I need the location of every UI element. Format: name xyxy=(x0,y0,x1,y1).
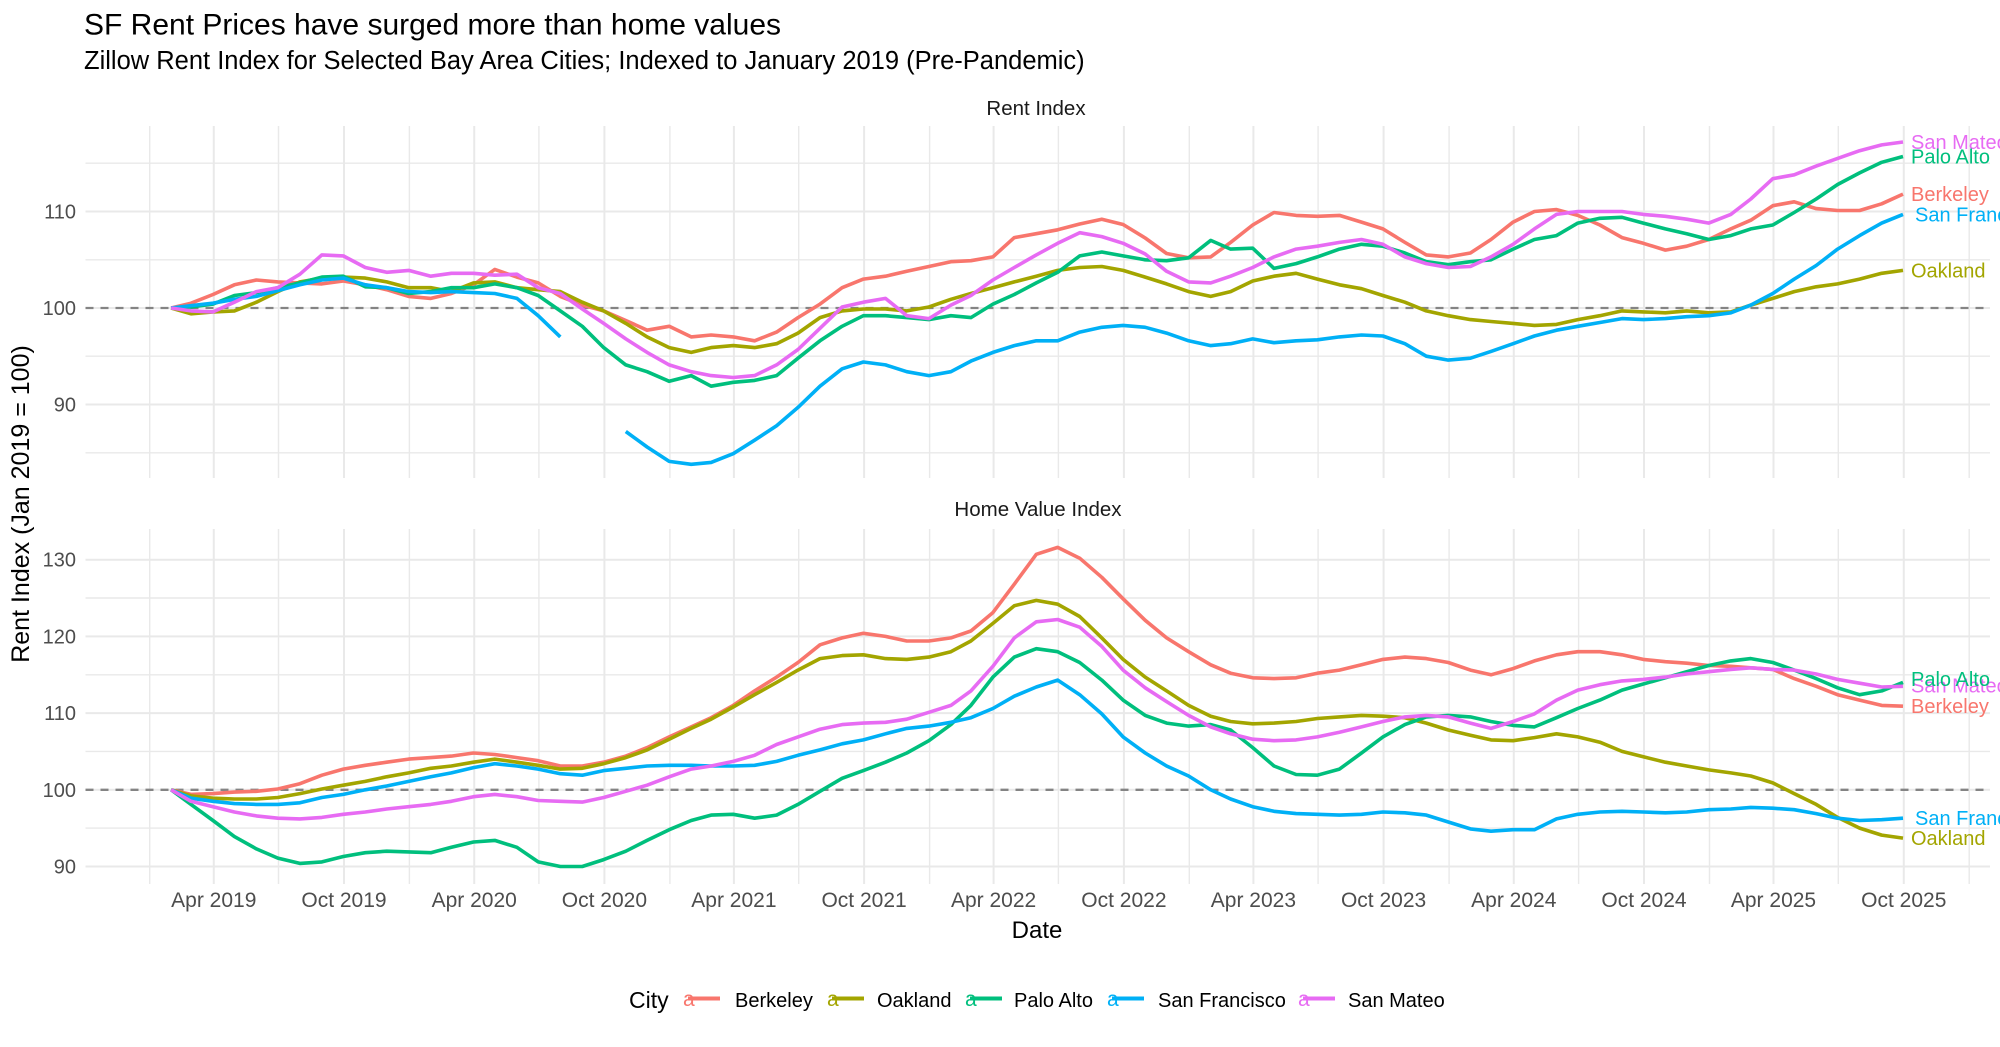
svg-text:Palo Alto: Palo Alto xyxy=(1014,990,1093,1012)
svg-text:110: 110 xyxy=(44,202,76,224)
svg-text:a: a xyxy=(1298,988,1310,1011)
svg-text:a: a xyxy=(683,988,695,1011)
svg-text:Rent Index: Rent Index xyxy=(986,97,1086,120)
svg-text:Apr 2020: Apr 2020 xyxy=(432,889,517,912)
svg-text:110: 110 xyxy=(44,703,76,725)
svg-text:Apr 2025: Apr 2025 xyxy=(1731,889,1816,912)
svg-text:Oct 2023: Oct 2023 xyxy=(1341,889,1426,912)
svg-text:Rent Index (Jan 2019 = 100): Rent Index (Jan 2019 = 100) xyxy=(7,345,35,663)
svg-text:Home Value Index: Home Value Index xyxy=(954,498,1122,521)
svg-text:Zillow Rent Index for Selected: Zillow Rent Index for Selected Bay Area … xyxy=(84,47,1085,75)
svg-text:Apr 2024: Apr 2024 xyxy=(1471,889,1557,912)
svg-text:Oct 2020: Oct 2020 xyxy=(562,889,647,912)
svg-text:Oakland: Oakland xyxy=(1911,828,1986,850)
svg-text:San Francisco: San Francisco xyxy=(1158,990,1286,1012)
svg-text:Palo Alto: Palo Alto xyxy=(1911,669,1990,691)
svg-text:Apr 2019: Apr 2019 xyxy=(171,889,256,912)
svg-text:San Mateo: San Mateo xyxy=(1911,675,2000,697)
svg-text:100: 100 xyxy=(43,298,76,320)
svg-text:Oct 2019: Oct 2019 xyxy=(301,889,386,912)
svg-text:Oct 2025: Oct 2025 xyxy=(1861,889,1946,912)
svg-text:a: a xyxy=(965,988,977,1011)
svg-text:Berkeley: Berkeley xyxy=(735,990,813,1012)
svg-text:a: a xyxy=(1107,988,1119,1011)
svg-text:90: 90 xyxy=(54,395,76,417)
svg-text:San Mateo: San Mateo xyxy=(1348,990,1445,1012)
svg-text:SF Rent Prices have surged mor: SF Rent Prices have surged more than hom… xyxy=(84,9,781,42)
svg-text:Oct 2021: Oct 2021 xyxy=(821,889,906,912)
svg-text:Oakland: Oakland xyxy=(877,990,952,1012)
svg-text:120: 120 xyxy=(43,626,76,648)
svg-text:Oct 2024: Oct 2024 xyxy=(1601,889,1687,912)
svg-text:Berkeley: Berkeley xyxy=(1911,696,1989,718)
svg-text:130: 130 xyxy=(43,550,76,572)
svg-text:City: City xyxy=(629,987,669,1013)
svg-text:Oct 2022: Oct 2022 xyxy=(1081,889,1166,912)
svg-text:Apr 2022: Apr 2022 xyxy=(951,889,1036,912)
svg-text:Berkeley: Berkeley xyxy=(1911,184,1989,206)
svg-text:100: 100 xyxy=(43,780,76,802)
svg-text:Apr 2023: Apr 2023 xyxy=(1211,889,1296,912)
svg-text:90: 90 xyxy=(54,857,76,879)
svg-text:Palo Alto: Palo Alto xyxy=(1911,146,1990,168)
svg-text:Apr 2021: Apr 2021 xyxy=(691,889,776,912)
svg-text:Oakland: Oakland xyxy=(1911,260,1986,282)
svg-text:San Francisco: San Francisco xyxy=(1915,204,2000,226)
svg-text:a: a xyxy=(827,988,839,1011)
svg-text:San Francisco: San Francisco xyxy=(1915,808,2000,830)
svg-text:San Mateo: San Mateo xyxy=(1911,132,2000,154)
svg-text:Date: Date xyxy=(1012,917,1063,944)
